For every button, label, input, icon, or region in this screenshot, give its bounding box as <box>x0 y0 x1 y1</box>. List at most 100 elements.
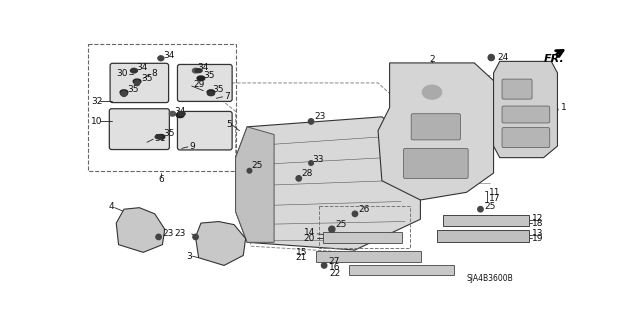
Circle shape <box>352 211 358 217</box>
Polygon shape <box>378 63 493 200</box>
Text: 17: 17 <box>489 194 500 203</box>
Text: 12: 12 <box>532 214 543 223</box>
Text: 15: 15 <box>296 248 307 257</box>
FancyBboxPatch shape <box>110 63 168 103</box>
Text: 8: 8 <box>151 69 157 78</box>
Circle shape <box>308 119 314 124</box>
Text: 34: 34 <box>174 107 186 116</box>
Ellipse shape <box>157 135 164 139</box>
Text: 25: 25 <box>252 161 263 170</box>
Ellipse shape <box>178 112 185 116</box>
Text: 18: 18 <box>532 219 543 228</box>
Text: 2: 2 <box>429 55 435 64</box>
Text: 16: 16 <box>329 263 340 272</box>
Text: 33: 33 <box>312 155 324 164</box>
Text: 35: 35 <box>212 85 224 93</box>
Text: 5: 5 <box>226 120 232 129</box>
Circle shape <box>134 80 140 85</box>
Text: 25: 25 <box>336 220 347 229</box>
Circle shape <box>329 226 335 232</box>
Text: 7: 7 <box>224 92 230 100</box>
Circle shape <box>296 176 301 181</box>
Ellipse shape <box>207 90 215 94</box>
Text: 27: 27 <box>328 257 339 266</box>
Bar <box>88 44 236 171</box>
FancyBboxPatch shape <box>177 64 232 101</box>
FancyBboxPatch shape <box>109 109 170 150</box>
FancyBboxPatch shape <box>436 230 529 242</box>
Text: 23: 23 <box>163 229 174 238</box>
Polygon shape <box>236 117 420 250</box>
Text: 35: 35 <box>127 85 138 93</box>
Circle shape <box>247 168 252 173</box>
FancyBboxPatch shape <box>411 114 460 140</box>
Ellipse shape <box>131 69 138 72</box>
Text: 11: 11 <box>489 188 500 197</box>
FancyBboxPatch shape <box>323 232 402 243</box>
Ellipse shape <box>193 68 198 73</box>
Ellipse shape <box>120 92 127 96</box>
Ellipse shape <box>133 79 141 84</box>
FancyBboxPatch shape <box>443 215 529 226</box>
Text: 14: 14 <box>303 228 315 237</box>
Text: 29: 29 <box>193 80 205 89</box>
Text: 10: 10 <box>91 117 102 126</box>
Text: FR.: FR. <box>543 54 564 64</box>
Text: 1: 1 <box>561 103 566 112</box>
Text: 3: 3 <box>186 252 192 262</box>
Circle shape <box>156 234 161 240</box>
Circle shape <box>193 234 198 240</box>
Ellipse shape <box>207 92 214 96</box>
FancyBboxPatch shape <box>316 251 421 262</box>
Polygon shape <box>236 127 274 242</box>
Text: 20: 20 <box>303 234 315 243</box>
FancyBboxPatch shape <box>502 79 532 99</box>
Text: 35: 35 <box>141 74 153 83</box>
FancyBboxPatch shape <box>349 265 454 275</box>
Text: 35: 35 <box>163 129 175 138</box>
Circle shape <box>321 263 327 268</box>
Ellipse shape <box>155 135 162 139</box>
Text: 30: 30 <box>116 69 128 78</box>
Text: 34: 34 <box>197 63 209 72</box>
Text: 23: 23 <box>314 112 326 121</box>
Text: 23: 23 <box>174 229 186 238</box>
Text: 19: 19 <box>532 234 543 243</box>
FancyBboxPatch shape <box>502 128 550 148</box>
Ellipse shape <box>197 76 205 81</box>
Polygon shape <box>493 61 557 158</box>
Circle shape <box>308 161 314 165</box>
Text: 34: 34 <box>136 63 148 72</box>
Polygon shape <box>196 221 246 265</box>
Text: 9: 9 <box>189 142 195 151</box>
Text: 22: 22 <box>329 269 340 278</box>
Ellipse shape <box>120 90 128 94</box>
Circle shape <box>159 56 163 61</box>
FancyBboxPatch shape <box>502 106 550 123</box>
Text: 4: 4 <box>108 202 114 211</box>
Ellipse shape <box>195 69 202 72</box>
Polygon shape <box>116 208 164 252</box>
Text: 31: 31 <box>155 134 166 143</box>
Circle shape <box>478 206 483 212</box>
Text: 35: 35 <box>204 71 215 80</box>
Ellipse shape <box>170 111 175 116</box>
FancyBboxPatch shape <box>177 111 232 150</box>
Ellipse shape <box>158 56 164 61</box>
Text: 6: 6 <box>158 175 164 184</box>
Circle shape <box>121 91 127 96</box>
FancyBboxPatch shape <box>403 148 468 178</box>
Text: SJA4B3600B: SJA4B3600B <box>467 274 513 283</box>
Ellipse shape <box>422 85 442 99</box>
Circle shape <box>488 55 494 61</box>
Bar <box>319 206 410 249</box>
Text: 32: 32 <box>91 97 102 106</box>
Ellipse shape <box>131 68 137 73</box>
Text: 24: 24 <box>497 53 509 62</box>
Text: 25: 25 <box>484 202 496 211</box>
Text: 28: 28 <box>301 169 312 178</box>
Text: 26: 26 <box>359 205 370 214</box>
Ellipse shape <box>176 113 184 118</box>
Text: 34: 34 <box>163 51 175 60</box>
Text: 21: 21 <box>296 253 307 262</box>
